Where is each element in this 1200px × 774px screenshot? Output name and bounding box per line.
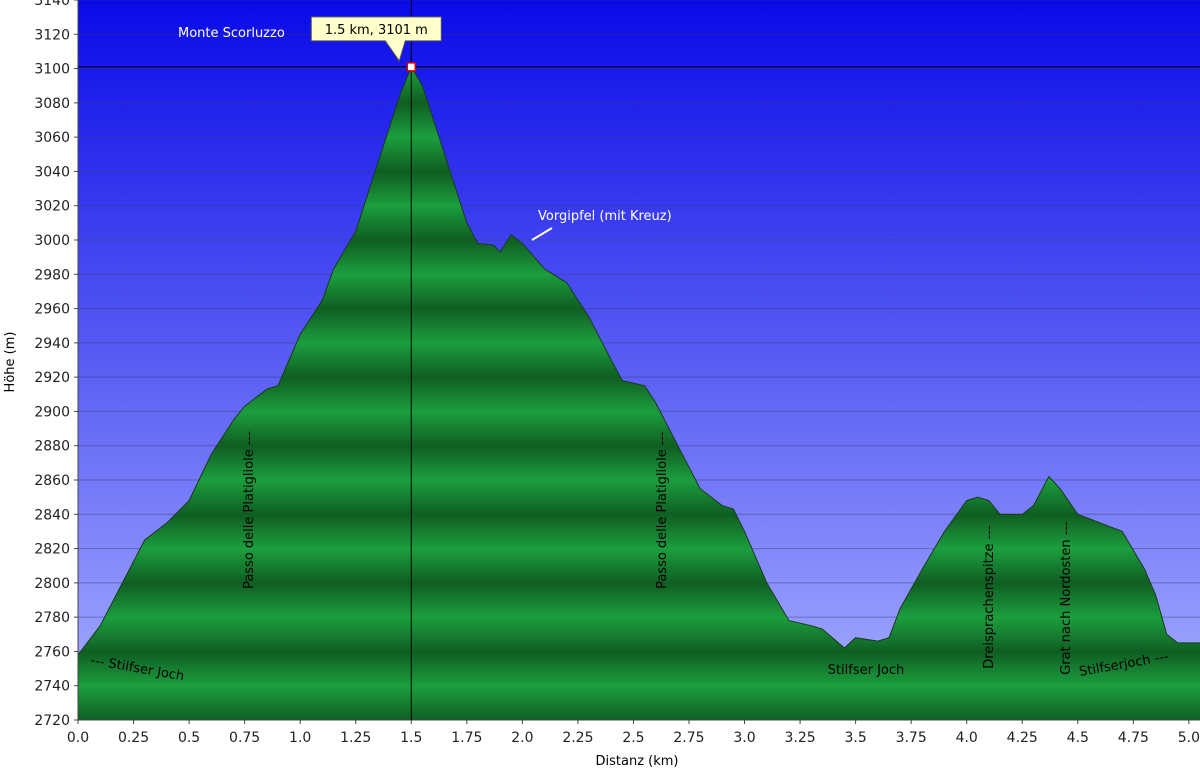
annotation: Monte Scorluzzo bbox=[178, 26, 285, 41]
x-tick-label: 4.25 bbox=[1007, 730, 1038, 746]
y-tick-label: 2820 bbox=[34, 542, 70, 558]
y-tick-label: 2840 bbox=[34, 507, 70, 523]
y-tick-label: 2960 bbox=[34, 302, 70, 318]
x-tick-label: 4.75 bbox=[1118, 730, 1149, 746]
y-axis-label: Höhe (m) bbox=[3, 332, 18, 393]
x-tick-label: 0.0 bbox=[67, 730, 89, 746]
y-tick-label: 2920 bbox=[34, 370, 70, 386]
x-tick-label: 2.5 bbox=[622, 730, 644, 746]
x-tick-label: 1.5 bbox=[400, 730, 422, 746]
annotation: Grat nach Nordosten --- bbox=[1059, 521, 1074, 675]
y-tick-label: 2760 bbox=[34, 644, 70, 660]
y-tick-label: 3100 bbox=[34, 62, 70, 78]
elevation-area bbox=[78, 66, 1200, 720]
elevation-line bbox=[77, 65, 1200, 656]
x-tick-label: 3.25 bbox=[784, 730, 815, 746]
tooltip-text: 1.5 km, 3101 m bbox=[325, 23, 428, 38]
annotation: Passo delle Platigliole --- bbox=[242, 431, 257, 589]
y-tick-label: 2980 bbox=[34, 267, 70, 283]
y-tick-label: 2800 bbox=[34, 576, 70, 592]
y-tick-label: 2740 bbox=[34, 679, 70, 695]
y-tick-label: 3080 bbox=[34, 96, 70, 112]
x-tick-label: 2.0 bbox=[511, 730, 533, 746]
x-tick-label: 5.0 bbox=[1178, 730, 1200, 746]
y-tick-label: 3000 bbox=[34, 233, 70, 249]
y-tick-label: 3040 bbox=[34, 164, 70, 180]
annotation: Dreisprachenspitze --- bbox=[982, 525, 997, 669]
x-tick-label: 4.0 bbox=[956, 730, 978, 746]
annotation-pointer bbox=[531, 227, 553, 241]
x-tick-label: 3.5 bbox=[844, 730, 866, 746]
annotation: Stilfser Joch bbox=[828, 663, 905, 678]
y-tick-label: 3140 bbox=[34, 0, 70, 9]
x-tick-label: 3.0 bbox=[733, 730, 755, 746]
y-tick-label: 3120 bbox=[34, 27, 70, 43]
y-tick-label: 2880 bbox=[34, 439, 70, 455]
y-tick-label: 3020 bbox=[34, 199, 70, 215]
x-tick-label: 2.75 bbox=[673, 730, 704, 746]
annotation: Vorgipfel (mit Kreuz) bbox=[538, 209, 672, 224]
x-tick-label: 0.25 bbox=[118, 730, 149, 746]
y-tick-label: 2780 bbox=[34, 610, 70, 626]
x-tick-label: 1.0 bbox=[289, 730, 311, 746]
tooltip-box bbox=[310, 16, 442, 62]
x-tick-label: 2.25 bbox=[562, 730, 593, 746]
x-axis-label: Distanz (km) bbox=[596, 754, 679, 769]
y-tick-label: 2720 bbox=[34, 713, 70, 729]
x-tick-label: 1.25 bbox=[340, 730, 371, 746]
x-tick-label: 0.5 bbox=[178, 730, 200, 746]
y-tick-label: 2940 bbox=[34, 336, 70, 352]
x-tick-label: 4.5 bbox=[1067, 730, 1089, 746]
cursor-point bbox=[406, 62, 417, 72]
x-tick-label: 1.75 bbox=[451, 730, 482, 746]
y-tick-label: 2900 bbox=[34, 404, 70, 420]
y-tick-label: 3060 bbox=[34, 130, 70, 146]
y-tick-label: 2860 bbox=[34, 473, 70, 489]
x-tick-label: 3.75 bbox=[896, 730, 927, 746]
annotation: Passo delle Platigliole --- bbox=[655, 431, 670, 589]
x-tick-label: 0.75 bbox=[229, 730, 260, 746]
